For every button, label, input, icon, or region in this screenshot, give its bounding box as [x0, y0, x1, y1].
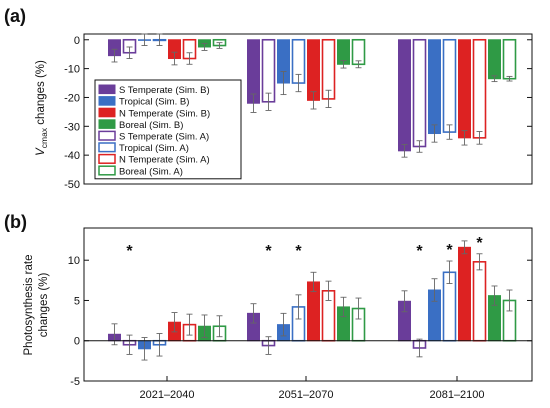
panel-b-frame: [83, 227, 533, 382]
y-tick-label: -50: [64, 179, 80, 191]
legend-label-s-temperate-sim-b: S Temperate (Sim. B): [119, 85, 210, 96]
significance-star: *: [446, 242, 453, 259]
legend-swatch-s-temperate-sim-a: [98, 130, 116, 141]
legend-label-n-temperate-sim-a: N Temperate (Sim. A): [119, 155, 210, 166]
bar-s-temperate-sim-a-2: [412, 38, 427, 148]
y-tick-label: 0: [74, 336, 80, 348]
panel-b: (b) -5 0 5 10 * * * * * * 2021–2040 2051–2070 2081…: [4, 212, 533, 401]
x-category-label: 2051–2070: [278, 389, 333, 401]
bar-n-temperate-sim-b-2: [458, 39, 471, 139]
bar-boreal-sim-b-2: [488, 39, 501, 80]
panel-a-label: (a): [4, 6, 26, 26]
x-category-label: 2021–2040: [139, 389, 194, 401]
panel-a-y-axis: 0 -10 -20 -30 -40 -50: [64, 35, 532, 191]
significance-star: *: [476, 235, 483, 252]
legend-label-tropical-sim-b: Tropical (Sim. B): [119, 97, 189, 108]
legend-swatch-n-temperate-sim-b: [98, 107, 116, 118]
bar-s-temperate-sim-b-2: [398, 39, 411, 152]
panel-a-legend: S Temperate (Sim. B)Tropical (Sim. B)N T…: [94, 79, 242, 180]
legend-swatch-tropical-sim-b: [98, 96, 116, 106]
panel-b-y-axis-label-line2: changes (%): [38, 273, 50, 338]
panel-a: (a) 0 -10 -20 -30 -40 -50 S Temperate (Sim. B…: [4, 6, 533, 191]
significance-star: *: [416, 243, 423, 260]
bar-tropical-sim-a-2: [442, 38, 457, 133]
legend-label-s-temperate-sim-a: S Temperate (Sim. A): [119, 132, 209, 143]
bar-n-temperate-sim-b-2: [458, 246, 471, 342]
legend-swatch-tropical-sim-a: [98, 142, 116, 153]
y-tick-label: -5: [70, 376, 80, 388]
panel-b-label: (b): [4, 212, 27, 232]
panel-a-y-axis-label: Vcmax changes (%): [35, 60, 49, 156]
bar-n-temperate-sim-a-2: [472, 38, 487, 139]
legend-label-boreal-sim-b: Boreal (Sim. B): [119, 120, 183, 131]
legend-swatch-s-temperate-sim-b: [98, 84, 116, 95]
legend-swatch-boreal-sim-a: [98, 165, 116, 176]
y-tick-label: 10: [68, 255, 80, 267]
y-tick-label: 0: [74, 35, 80, 47]
y-tick-label: -40: [64, 150, 80, 162]
panel-b-bars: * * * * * *: [84, 235, 532, 361]
y-tick-label: 5: [74, 295, 80, 307]
y-tick-label: -10: [64, 64, 80, 76]
legend-label-boreal-sim-a: Boreal (Sim. A): [119, 166, 183, 177]
y-tick-label: -20: [64, 92, 80, 104]
panel-a-frame: [83, 33, 533, 185]
bar-tropical-sim-b-2: [428, 39, 441, 135]
x-category-label: 2081–2100: [429, 389, 484, 401]
panel-b-y-axis-label-line1: Photosynthesis rate: [23, 254, 35, 355]
legend-label-n-temperate-sim-b: N Temperate (Sim. B): [119, 108, 210, 119]
bar-n-temperate-sim-a-2: [472, 261, 487, 342]
bar-s-temperate-sim-a-1: [261, 38, 276, 103]
legend-swatch-n-temperate-sim-a: [98, 153, 116, 164]
bar-boreal-sim-a-2: [502, 38, 517, 80]
significance-star: *: [126, 243, 133, 260]
legend-swatch-boreal-sim-b: [98, 119, 116, 129]
panel-a-bars: [108, 33, 517, 158]
panel-b-x-axis: 2021–2040 2051–2070 2081–2100: [139, 376, 485, 401]
legend-label-tropical-sim-a: Tropical (Sim. A): [119, 143, 189, 154]
significance-star: *: [265, 243, 272, 260]
y-tick-label: -30: [64, 121, 80, 133]
legend-box: [94, 79, 242, 180]
significance-star: *: [295, 243, 302, 260]
